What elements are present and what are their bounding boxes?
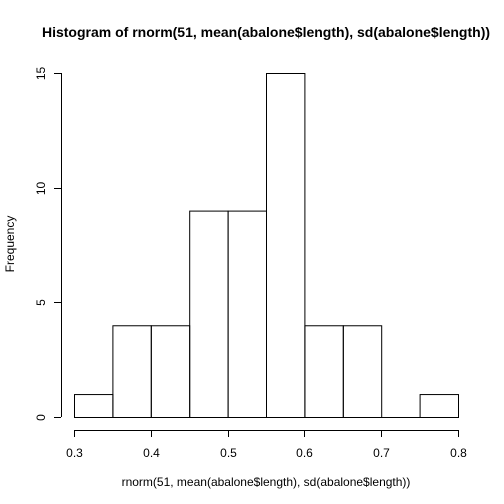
x-tick-label: 0.5: [220, 446, 237, 460]
x-axis-label: rnorm(51, mean(abalone$length), sd(abalo…: [122, 475, 411, 489]
histogram-bar-0: [74, 394, 114, 419]
x-tick-label: 0.3: [66, 446, 83, 460]
histogram-bar-1: [112, 325, 152, 418]
histogram-bar-5: [266, 73, 306, 418]
histogram-bar-7: [342, 325, 383, 418]
histogram-bar-3: [189, 210, 229, 418]
x-axis: 0.3 0.4 0.5 0.6 0.7 0.8: [66, 430, 467, 460]
y-axis: 0 5 10 15: [34, 67, 62, 421]
chart-title: Histogram of rnorm(51, mean(abalone$leng…: [42, 24, 490, 40]
y-tick-label: 5: [34, 299, 48, 306]
y-tick-label: 10: [34, 182, 48, 196]
bars-group: [74, 73, 460, 419]
histogram-bar-9: [419, 394, 460, 419]
x-tick-label: 0.7: [373, 446, 390, 460]
y-tick-label: 15: [34, 67, 48, 81]
y-axis-label: Frequency: [3, 216, 17, 273]
histogram-bar-4: [227, 210, 268, 418]
histogram-bar-2: [150, 325, 191, 418]
y-tick-label: 0: [34, 414, 48, 421]
histogram-bar-6: [304, 325, 344, 418]
x-tick-label: 0.6: [296, 446, 313, 460]
x-tick-label: 0.8: [450, 446, 467, 460]
x-tick-label: 0.4: [143, 446, 160, 460]
